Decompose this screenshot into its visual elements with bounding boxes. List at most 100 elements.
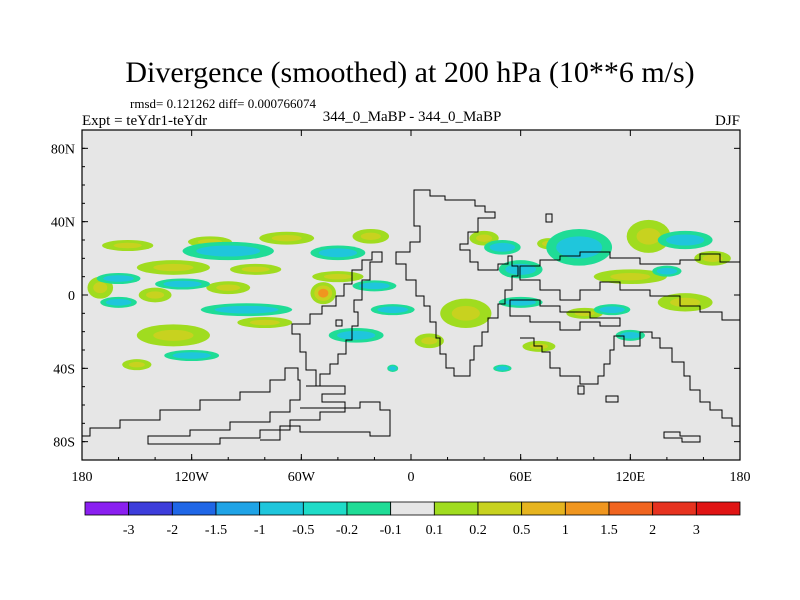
coastlines <box>82 189 740 445</box>
case-label: 344_0_MaBP - 344_0_MaBP <box>323 109 502 125</box>
divergence-negative-core <box>388 366 397 371</box>
colorbar-level-label: -0.1 <box>380 523 402 538</box>
x-tick-label: 120W <box>175 470 210 485</box>
divergence-negative-core <box>105 299 132 306</box>
colorbar-level-label: -2 <box>166 523 178 538</box>
stats-label: rmsd= 0.121262 diff= 0.000766074 <box>130 96 316 111</box>
divergence-negative-core <box>318 248 358 258</box>
coastline-antarctic-arc <box>82 367 346 445</box>
colorbar-swatch <box>652 501 697 516</box>
divergence-positive-core <box>146 291 165 299</box>
colorbar-swatch <box>695 501 741 516</box>
colorbar-swatch <box>390 501 435 516</box>
coastline-islands <box>335 213 701 443</box>
divergence-positive-core <box>241 266 270 273</box>
x-tick-label: 180 <box>730 470 751 485</box>
divergence-negative-core <box>489 242 516 252</box>
divergence-field <box>87 219 731 373</box>
colorbar-level-label: 2 <box>649 523 656 538</box>
y-tick-label: 0 <box>68 289 75 304</box>
divergence-positive-core <box>636 228 661 245</box>
x-tick-label: 180 <box>72 470 93 485</box>
divergence-positive-core <box>702 254 723 262</box>
divergence-positive-core <box>323 273 352 280</box>
divergence-negative-core <box>599 306 625 313</box>
divergence-negative-core <box>665 234 705 246</box>
divergence-negative-core <box>336 330 376 340</box>
divergence-positive-core <box>271 234 302 242</box>
divergence-strong-core <box>318 288 329 298</box>
season-label: DJF <box>715 113 740 129</box>
colorbar-swatch <box>521 501 566 516</box>
colorbar-level-label: -3 <box>123 523 135 538</box>
colorbar-level-label: 1 <box>562 523 569 538</box>
divergence-negative-core <box>377 306 409 313</box>
colorbar-swatch <box>608 501 654 516</box>
divergence-negative-core <box>214 305 279 314</box>
x-tick-label: 60W <box>288 470 316 485</box>
divergence-positive-core <box>113 242 142 249</box>
colorbar-level-label: -1.5 <box>205 523 227 538</box>
experiment-label: Expt = teYdr1-teYdr <box>82 113 207 129</box>
divergence-negative-core <box>495 366 509 371</box>
coastline-south-shelf <box>260 401 391 441</box>
divergence-negative-core <box>505 263 537 275</box>
colorbar-swatch <box>171 501 217 516</box>
coastline-maritime <box>509 299 621 331</box>
divergence-negative-core <box>656 267 678 275</box>
colorbar-swatch <box>128 501 173 516</box>
x-tick-label: 120E <box>616 470 646 485</box>
divergence-negative-core <box>103 275 134 282</box>
colorbar-swatch <box>302 501 348 516</box>
colorbar-swatch <box>84 501 130 516</box>
colorbar-level-label: 0.2 <box>469 523 487 538</box>
colorbar-swatch <box>433 501 479 516</box>
colorbar-swatch <box>259 501 304 516</box>
colorbar-level-label: 3 <box>693 523 700 538</box>
colorbar-level-label: 0.5 <box>513 523 531 538</box>
divergence-negative-core <box>172 352 211 359</box>
divergence-negative-core <box>196 245 261 257</box>
colorbar-level-label: -0.5 <box>292 523 314 538</box>
colorbar-level-label: 0.1 <box>426 523 444 538</box>
divergence-negative-core <box>505 299 537 306</box>
x-tick-label: 0 <box>408 470 415 485</box>
divergence-positive-core <box>421 337 438 345</box>
colorbar-level-label: -0.2 <box>336 523 358 538</box>
colorbar-swatch <box>477 501 523 516</box>
x-tick-label: 60E <box>509 470 532 485</box>
divergence-positive-core <box>476 234 493 242</box>
divergence-negative-core <box>556 236 603 259</box>
divergence-positive-core <box>216 284 241 291</box>
divergence-negative-core <box>163 280 202 288</box>
chart-title: Divergence (smoothed) at 200 hPa (10**6 … <box>125 56 694 89</box>
coastline-africa <box>395 189 519 377</box>
divergence-positive-core <box>153 263 194 272</box>
divergence-positive-core <box>451 306 480 321</box>
coastline-asia <box>519 251 740 321</box>
y-tick-label: 40S <box>53 362 75 377</box>
divergence-positive-core <box>128 361 145 368</box>
coastline-australia <box>520 331 740 427</box>
divergence-negative-core <box>620 332 641 339</box>
y-tick-label: 40N <box>51 216 75 231</box>
divergence-positive-core <box>249 319 280 326</box>
colorbar-swatch <box>564 501 610 516</box>
colorbar-level-label: 1.5 <box>600 523 618 538</box>
divergence-positive-core <box>153 329 194 341</box>
divergence-positive-core <box>574 310 595 317</box>
colorbar-swatch <box>346 501 392 516</box>
divergence-positive-core <box>360 232 381 240</box>
divergence-positive-core <box>610 273 651 281</box>
colorbar-swatch <box>215 501 261 516</box>
map-background <box>82 130 740 460</box>
colorbar: -3 -2 -1.5 -1 -0.5 -0.2 -0.1 0.1 0.2 0.5 1 1.5 2 3 <box>84 501 741 538</box>
map-axes: 180 120W 60W 0 60E 120E 180 80N 40N 0 40S 80S <box>51 130 751 485</box>
divergence-negative-core <box>359 282 390 290</box>
y-tick-label: 80S <box>53 436 75 451</box>
colorbar-level-label: -1 <box>254 523 266 538</box>
divergence-positive-core <box>93 282 108 294</box>
divergence-positive-core <box>670 297 701 307</box>
y-tick-label: 80N <box>51 142 75 157</box>
